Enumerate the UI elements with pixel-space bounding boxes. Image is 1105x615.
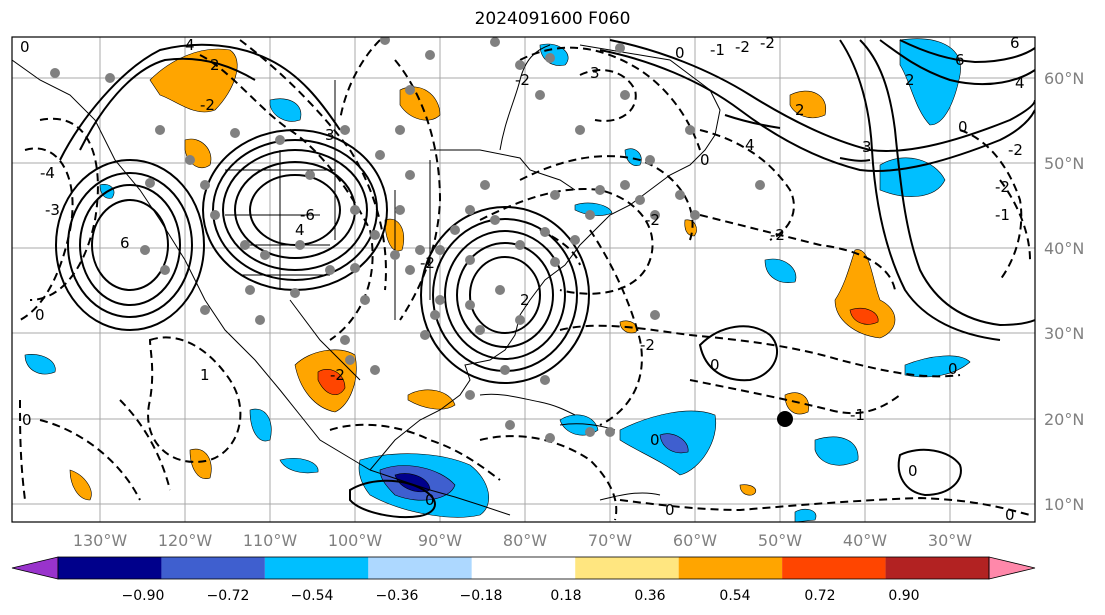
contour-label: -2 — [640, 336, 655, 354]
lon-label: 30°W — [928, 531, 972, 550]
contour-label: 2 — [210, 56, 220, 74]
map-frame — [11, 36, 1036, 523]
lon-label: 40°W — [843, 531, 887, 550]
colorbar-segment — [575, 557, 679, 579]
lon-label: 120°W — [158, 531, 213, 550]
contour-label: 4 — [745, 136, 755, 154]
contour-label: 6 — [1010, 34, 1020, 52]
colorbar-segment — [782, 557, 886, 579]
lon-label: 130°W — [73, 531, 128, 550]
longitude-labels: 130°W 120°W 110°W 100°W 90°W 80°W 70°W 6… — [73, 531, 972, 550]
contour-label: 2 — [795, 101, 805, 119]
contour-label: 4 — [185, 36, 195, 54]
contour-label: -2 — [645, 211, 660, 229]
lon-label: 110°W — [243, 531, 298, 550]
contour-label: -2 — [1008, 141, 1023, 159]
contour-label: 2 — [520, 291, 530, 309]
contour-label: -2 — [200, 96, 215, 114]
lon-label: 100°W — [328, 531, 383, 550]
lat-label: 60°N — [1044, 69, 1084, 88]
colorbar-tick: −0.90 — [122, 588, 165, 604]
lon-label: 60°W — [673, 531, 717, 550]
contour-label: -1 — [710, 41, 725, 59]
contour-label: 3 — [862, 138, 872, 156]
contour-label: 0 — [958, 118, 968, 136]
contour-label: -2 — [420, 254, 435, 272]
lat-label: 50°N — [1044, 154, 1084, 173]
contour-label: 3 — [325, 126, 335, 144]
colorbar-tick: 0.18 — [550, 588, 581, 604]
contour-label: 4 — [1015, 74, 1025, 92]
lon-label: 80°W — [503, 531, 547, 550]
contour-label: -2 — [770, 226, 785, 244]
contour-label: -1 — [850, 406, 865, 424]
colorbar-segment — [885, 557, 989, 579]
contour-label: -2 — [760, 34, 775, 52]
contour-label: 0 — [665, 501, 675, 519]
contour-label: 6 — [120, 234, 130, 252]
contour-label: -2 — [735, 38, 750, 56]
contour-labels: 0 -4 4 -2 2 -3 6 -6 4 3 0 1 -2 0 0 -2 2 … — [20, 34, 1025, 524]
lat-label: 30°N — [1044, 324, 1084, 343]
colorbar-extend-high — [988, 556, 1036, 580]
colorbar-segment — [368, 557, 472, 579]
colorbar-tick: −0.54 — [291, 588, 334, 604]
marker-dot — [777, 411, 793, 427]
contour-label: 0 — [710, 356, 720, 374]
contour-label: 2 — [905, 71, 915, 89]
contour-label: 0 — [908, 462, 918, 480]
station-markers — [50, 37, 765, 443]
contour-label: 0 — [1005, 506, 1015, 524]
lon-label: 50°W — [758, 531, 802, 550]
contour-label: 3 — [590, 64, 600, 82]
colorbar-tick: 0.90 — [888, 588, 919, 604]
map-title: 2024091600 F060 — [474, 9, 631, 29]
contour-label: -2 — [515, 71, 530, 89]
contour-label: 0 — [425, 491, 435, 509]
colorbar-segment — [264, 557, 369, 579]
colorbar-segment — [678, 557, 783, 579]
contour-label: -4 — [40, 164, 55, 182]
colorbar-segment — [161, 557, 265, 579]
contour-label: -1 — [995, 206, 1010, 224]
latitude-labels: 60°N 50°N 40°N 30°N 20°N 10°N — [1044, 69, 1084, 514]
contour-label: 0 — [20, 38, 30, 56]
colorbar-tick: 0.54 — [719, 588, 750, 604]
contour-label: 0 — [700, 151, 710, 169]
contour-label: -2 — [995, 178, 1010, 196]
lat-label: 10°N — [1044, 495, 1084, 514]
colorbar-tick: −0.18 — [460, 588, 503, 604]
contour-label: 0 — [675, 44, 685, 62]
contour-label: 0 — [650, 431, 660, 449]
lat-label: 40°N — [1044, 239, 1084, 258]
contour-label: -2 — [330, 366, 345, 384]
map-background — [12, 37, 1035, 522]
colorbar-tick: 0.72 — [804, 588, 835, 604]
contour-label: 0 — [22, 411, 32, 429]
contour-label: -6 — [300, 206, 315, 224]
contour-label: 0 — [948, 360, 958, 378]
colorbar-tick: −0.72 — [207, 588, 250, 604]
contour-label: 0 — [35, 306, 45, 324]
colorbar-tick: −0.36 — [376, 588, 419, 604]
contour-label: 1 — [200, 366, 210, 384]
colorbar-tick: 0.36 — [634, 588, 665, 604]
lon-label: 90°W — [418, 531, 462, 550]
colorbar-tick-labels: −0.90 −0.72 −0.54 −0.36 −0.18 0.18 0.36 … — [122, 588, 920, 604]
colorbar-outline — [57, 556, 990, 580]
contour-label: 6 — [955, 51, 965, 69]
lon-label: 70°W — [588, 531, 632, 550]
colorbar — [11, 556, 1036, 580]
contour-label: 4 — [295, 221, 305, 239]
colorbar-segment — [471, 557, 576, 579]
contour-label: -3 — [45, 201, 60, 219]
colorbar-segment — [58, 557, 162, 579]
colorbar-extend-low — [11, 556, 59, 580]
lat-label: 20°N — [1044, 410, 1084, 429]
